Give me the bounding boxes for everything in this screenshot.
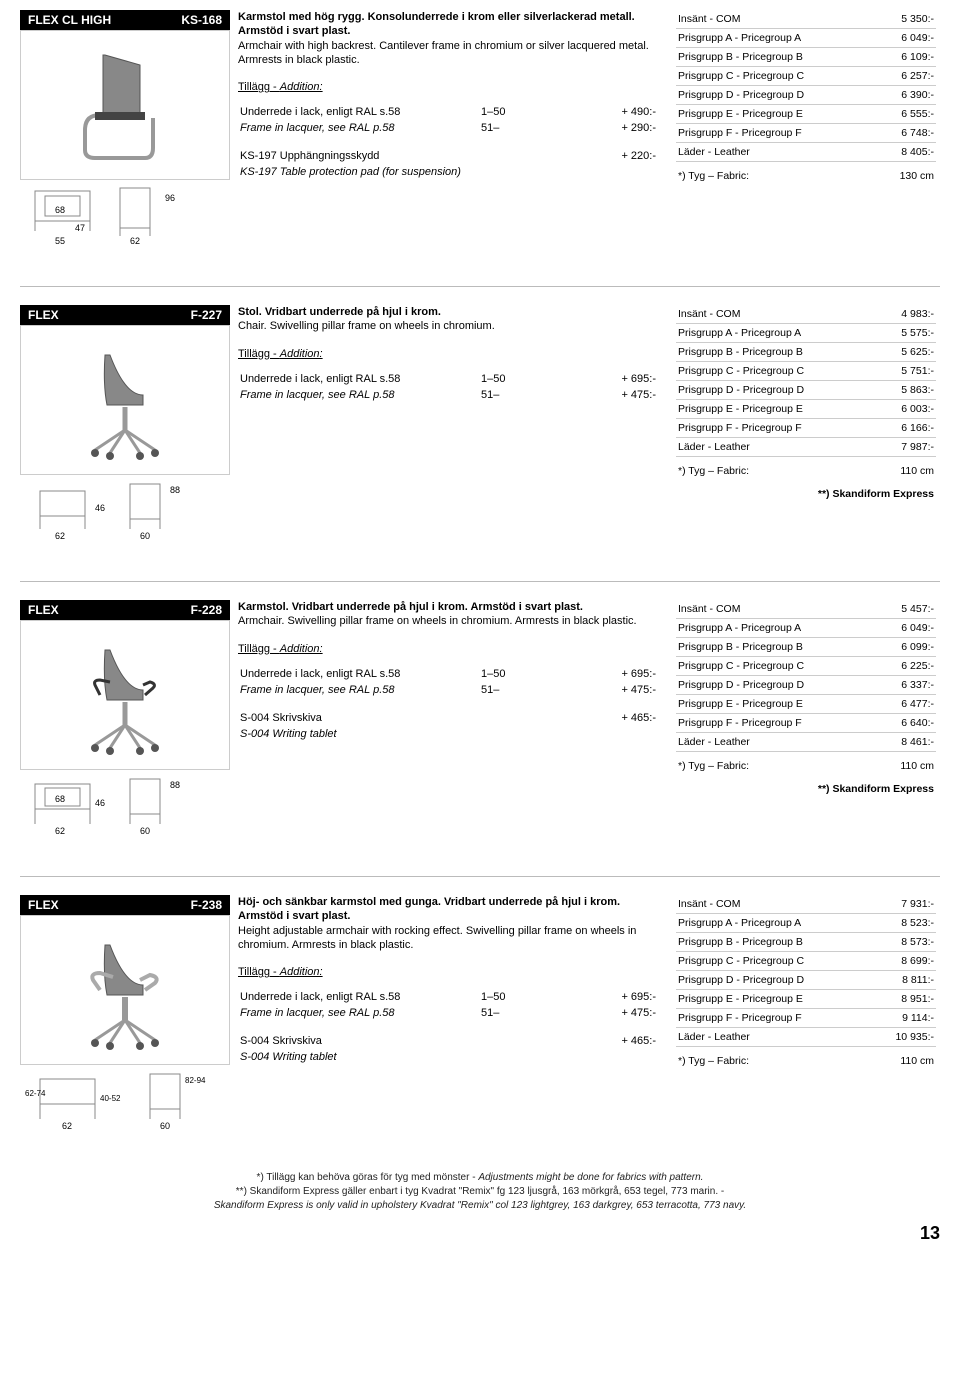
- svg-text:47: 47: [75, 223, 85, 233]
- addition-table: Underrede i lack, enligt RAL s.581–50+ 6…: [238, 988, 658, 1066]
- product-image: [20, 30, 230, 180]
- product-description: Karmstol med hög rygg. Konsolunderrede i…: [238, 10, 668, 256]
- price-column: Insänt - COM4 983:- Prisgrupp A - Priceg…: [676, 305, 936, 551]
- product-header: FLEX CL HIGH KS-168: [20, 10, 230, 30]
- product-code: KS-168: [181, 13, 222, 27]
- addition-heading: Tillägg - Addition:: [238, 348, 658, 360]
- svg-text:62: 62: [62, 1121, 72, 1131]
- addition-table: Underrede i lack, enligt RAL s.581–50+ 6…: [238, 665, 658, 743]
- dimension-diagram: 62-74 40-52 62 82-94 60: [20, 1071, 230, 1141]
- svg-text:96: 96: [165, 193, 175, 203]
- product-name: FLEX: [28, 603, 59, 617]
- chair-icon: [65, 630, 185, 760]
- chair-icon: [65, 40, 185, 170]
- divider: [20, 876, 940, 877]
- product-description: Stol. Vridbart underrede på hjul i krom.…: [238, 305, 668, 551]
- svg-text:68: 68: [55, 794, 65, 804]
- svg-text:68: 68: [55, 205, 65, 215]
- svg-text:46: 46: [95, 503, 105, 513]
- desc-sv: Karmstol. Vridbart underrede på hjul i k…: [238, 600, 658, 614]
- divider: [20, 581, 940, 582]
- addition-heading: Tillägg - Addition:: [238, 643, 658, 655]
- price-table: Insänt - COM5 457:- Prisgrupp A - Priceg…: [676, 600, 936, 798]
- product-left: FLEX F-227 46 62: [20, 305, 230, 551]
- product-left: FLEX F-238 62-74 40-: [20, 895, 230, 1141]
- svg-text:46: 46: [95, 798, 105, 808]
- desc-en: Armchair. Swivelling pillar frame on whe…: [238, 614, 658, 628]
- addition-heading: Tillägg - Addition:: [238, 966, 658, 978]
- svg-text:88: 88: [170, 780, 180, 790]
- dimension-diagram: 46 62 88 60: [20, 481, 230, 551]
- price-table: Insänt - COM5 350:- Prisgrupp A - Priceg…: [676, 10, 936, 185]
- svg-text:62: 62: [55, 826, 65, 836]
- product-code: F-227: [191, 308, 222, 322]
- product-description: Karmstol. Vridbart underrede på hjul i k…: [238, 600, 668, 846]
- chair-icon: [65, 925, 185, 1055]
- page-number: 13: [20, 1223, 940, 1244]
- desc-en: Armchair with high backrest. Cantilever …: [238, 39, 658, 68]
- product-header: FLEX F-227: [20, 305, 230, 325]
- dimension-diagram: 68 46 62 88 60: [20, 776, 230, 846]
- svg-text:62: 62: [130, 236, 140, 246]
- dimension-diagram: 68 47 55 96 62: [20, 186, 230, 256]
- svg-text:62-74: 62-74: [25, 1089, 46, 1098]
- product-code: F-238: [191, 898, 222, 912]
- desc-sv: Karmstol med hög rygg. Konsolunderrede i…: [238, 10, 658, 39]
- product-code: F-228: [191, 603, 222, 617]
- product-block: FLEX F-228 68: [20, 600, 940, 846]
- divider: [20, 286, 940, 287]
- addition-table: Underrede i lack, enligt RAL s.581–50+ 4…: [238, 103, 658, 181]
- price-column: Insänt - COM5 457:- Prisgrupp A - Priceg…: [676, 600, 936, 846]
- price-column: Insänt - COM7 931:- Prisgrupp A - Priceg…: [676, 895, 936, 1141]
- desc-en: Height adjustable armchair with rocking …: [238, 924, 658, 953]
- svg-text:82-94: 82-94: [185, 1076, 206, 1085]
- svg-text:60: 60: [160, 1121, 170, 1131]
- price-table: Insänt - COM4 983:- Prisgrupp A - Priceg…: [676, 305, 936, 503]
- price-table: Insänt - COM7 931:- Prisgrupp A - Priceg…: [676, 895, 936, 1070]
- product-name: FLEX: [28, 308, 59, 322]
- svg-text:60: 60: [140, 531, 150, 541]
- product-name: FLEX: [28, 898, 59, 912]
- svg-text:40-52: 40-52: [100, 1094, 121, 1103]
- product-block: FLEX F-238 62-74 40-: [20, 895, 940, 1141]
- svg-text:88: 88: [170, 485, 180, 495]
- product-image: [20, 325, 230, 475]
- addition-table: Underrede i lack, enligt RAL s.581–50+ 6…: [238, 370, 658, 404]
- chair-icon: [65, 335, 185, 465]
- svg-text:62: 62: [55, 531, 65, 541]
- product-image: [20, 620, 230, 770]
- product-header: FLEX F-228: [20, 600, 230, 620]
- product-block: FLEX F-227 46 62: [20, 305, 940, 551]
- footnotes: *) Tillägg kan behöva göras för tyg med …: [20, 1171, 940, 1213]
- desc-en: Chair. Swivelling pillar frame on wheels…: [238, 319, 658, 333]
- product-block: FLEX CL HIGH KS-168 68 47 55 96: [20, 10, 940, 256]
- addition-heading: Tillägg - Addition:: [238, 81, 658, 93]
- desc-sv: Höj- och sänkbar karmstol med gunga. Vri…: [238, 895, 658, 924]
- product-header: FLEX F-238: [20, 895, 230, 915]
- product-name: FLEX CL HIGH: [28, 13, 111, 27]
- product-left: FLEX CL HIGH KS-168 68 47 55 96: [20, 10, 230, 256]
- price-column: Insänt - COM5 350:- Prisgrupp A - Priceg…: [676, 10, 936, 256]
- product-left: FLEX F-228 68: [20, 600, 230, 846]
- product-image: [20, 915, 230, 1065]
- product-description: Höj- och sänkbar karmstol med gunga. Vri…: [238, 895, 668, 1141]
- svg-text:60: 60: [140, 826, 150, 836]
- desc-sv: Stol. Vridbart underrede på hjul i krom.: [238, 305, 658, 319]
- svg-text:55: 55: [55, 236, 65, 246]
